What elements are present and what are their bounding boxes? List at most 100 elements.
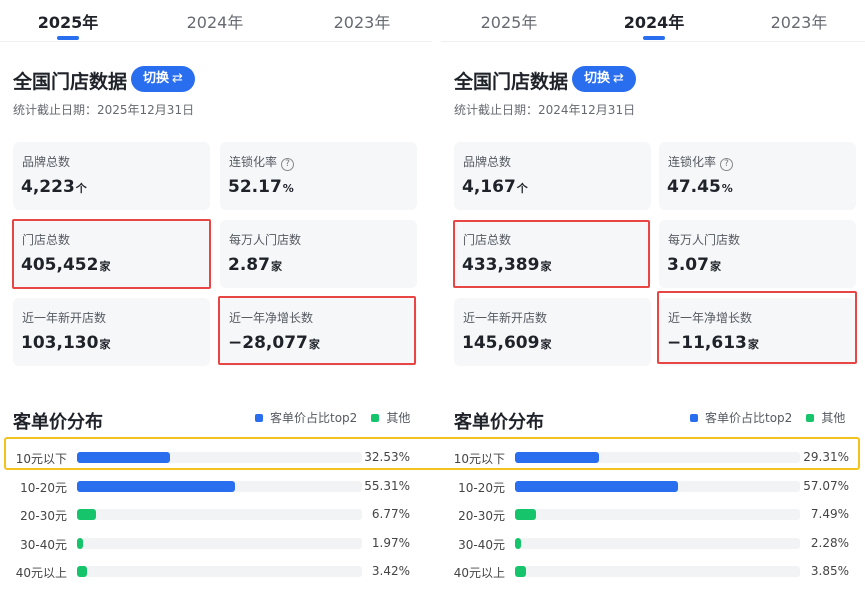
price-row: 40元以上 3.85% <box>441 562 865 582</box>
price-distribution-title: 客单价分布 <box>454 412 544 433</box>
price-row-bar <box>77 509 97 521</box>
tab-2023[interactable]: 2023年 <box>333 13 391 32</box>
stat-value: 103,130家 <box>21 333 111 353</box>
price-row-bar <box>77 452 170 463</box>
highlight-box-store-count <box>453 220 650 288</box>
stat-label: 每万人门店数 <box>668 233 741 247</box>
page-title: 全国门店数据 <box>454 71 569 93</box>
price-row-track <box>77 480 362 492</box>
stat-label: 近一年净增长数 <box>668 311 753 325</box>
price-row: 10元以下 29.31% <box>441 448 865 468</box>
price-row-bar <box>77 537 83 549</box>
active-tab-indicator <box>643 36 665 40</box>
price-row-label: 10元以下 <box>15 452 67 466</box>
stat-label: 连锁化率? <box>229 153 295 171</box>
price-row-track <box>515 537 800 549</box>
stat-label: 连锁化率? <box>668 153 734 171</box>
highlight-box-store-count <box>12 219 211 289</box>
tab-2023[interactable]: 2023年 <box>770 13 828 32</box>
price-row: 20-30元 6.77% <box>0 505 432 525</box>
highlight-box-under-10-yuan <box>4 437 860 470</box>
price-row-label: 20-30元 <box>20 509 67 524</box>
price-row: 30-40元 2.28% <box>441 534 865 554</box>
price-row-track <box>77 452 362 463</box>
price-row-label: 10-20元 <box>20 480 67 495</box>
price-row: 10-20元 57.07% <box>441 477 865 497</box>
switch-label: 切换 <box>143 71 170 86</box>
price-row-bar <box>77 480 235 492</box>
price-row: 40元以上 3.42% <box>0 562 432 582</box>
stat-label: 近一年净增长数 <box>229 311 314 325</box>
price-row-percent: 3.85% <box>810 564 849 579</box>
price-row-label: 20-30元 <box>458 509 505 524</box>
tab-2025[interactable]: 2025年 <box>480 13 538 32</box>
stat-label: 每万人门店数 <box>229 233 302 247</box>
legend: 客单价占比top2 其他 <box>690 409 845 426</box>
price-row-bar <box>515 480 678 492</box>
price-row-label: 30-40元 <box>20 537 67 552</box>
price-row-track <box>515 566 800 578</box>
swap-arrows-icon: ⇄ <box>172 71 183 86</box>
stat-value: −11,613家 <box>667 333 759 353</box>
stat-card-new-stores: 近一年新开店数 103,130家 <box>13 298 210 366</box>
price-row-track <box>77 509 362 521</box>
stat-card-stores-per-10k: 每万人门店数 3.07家 <box>659 220 856 288</box>
stat-card-net-growth: 近一年净增长数 −28,077家 <box>220 298 417 366</box>
stat-label: 近一年新开店数 <box>463 311 548 325</box>
stat-card-store-count: 门店总数 433,389家 <box>454 220 651 288</box>
stat-value: 2.87家 <box>228 255 282 275</box>
price-row-label: 40元以上 <box>453 566 505 581</box>
stat-card-stores-per-10k: 每万人门店数 2.87家 <box>220 220 417 288</box>
price-row: 30-40元 1.97% <box>0 534 432 554</box>
stat-card-chain-rate: 连锁化率? 47.45% <box>659 142 856 210</box>
stat-value: 145,609家 <box>462 333 552 353</box>
switch-label: 切换 <box>584 71 611 86</box>
price-distribution-title: 客单价分布 <box>13 412 103 433</box>
stat-label: 品牌总数 <box>463 155 512 169</box>
price-row-bar <box>515 537 522 549</box>
panel-2024: 2025年 2024年 2023年 全国门店数据 切换 ⇄ 统计截止日期：2024… <box>441 0 865 597</box>
highlight-box-net-growth <box>657 291 857 364</box>
price-row: 10元以下 32.53% <box>0 448 432 468</box>
price-row-label: 30-40元 <box>458 537 505 552</box>
price-row-bar <box>515 509 537 521</box>
legend-item-top2: 客单价占比top2 <box>690 411 792 425</box>
help-icon[interactable]: ? <box>281 158 295 171</box>
swap-arrows-icon: ⇄ <box>613 71 624 86</box>
stat-card-brand-count: 品牌总数 4,167个 <box>454 142 651 210</box>
price-row-track <box>77 566 362 578</box>
switch-button[interactable]: 切换 ⇄ <box>572 66 636 92</box>
stat-card-store-count: 门店总数 405,452家 <box>13 220 210 288</box>
price-row-bar <box>77 566 87 578</box>
stat-label: 品牌总数 <box>22 155 71 169</box>
stat-value: −28,077家 <box>228 333 320 353</box>
stat-label: 近一年新开店数 <box>22 311 107 325</box>
price-row-bar <box>515 566 526 578</box>
tab-2024[interactable]: 2024年 <box>623 13 685 32</box>
help-icon[interactable]: ? <box>720 158 734 171</box>
legend-swatch-top2 <box>255 414 263 422</box>
stat-value: 4,223个 <box>21 177 87 197</box>
price-row-percent: 32.53% <box>364 450 410 464</box>
switch-button[interactable]: 切换 ⇄ <box>131 66 195 92</box>
panel-2025: 2025年 2024年 2023年 全国门店数据 切换 ⇄ 统计截止日期：2025… <box>0 0 432 597</box>
active-tab-indicator <box>57 36 79 40</box>
stat-card-brand-count: 品牌总数 4,223个 <box>13 142 210 210</box>
legend-item-other: 其他 <box>806 411 845 425</box>
price-row-percent: 6.77% <box>371 507 410 522</box>
legend-swatch-other <box>371 414 380 422</box>
price-row-percent: 55.31% <box>364 478 410 493</box>
stat-card-new-stores: 近一年新开店数 145,609家 <box>454 298 651 366</box>
price-row-percent: 3.42% <box>371 564 410 579</box>
legend-item-top2: 客单价占比top2 <box>255 411 357 425</box>
stat-value: 3.07家 <box>667 255 721 275</box>
year-tabs: 2025年 2024年 2023年 <box>441 0 865 42</box>
price-row-track <box>515 452 800 463</box>
price-row: 20-30元 7.49% <box>441 505 865 525</box>
tab-2024[interactable]: 2024年 <box>186 13 244 32</box>
stat-label: 门店总数 <box>463 233 512 247</box>
stat-card-chain-rate: 连锁化率? 52.17% <box>220 142 417 210</box>
legend-swatch-other <box>806 414 815 422</box>
tab-2025[interactable]: 2025年 <box>37 13 99 32</box>
